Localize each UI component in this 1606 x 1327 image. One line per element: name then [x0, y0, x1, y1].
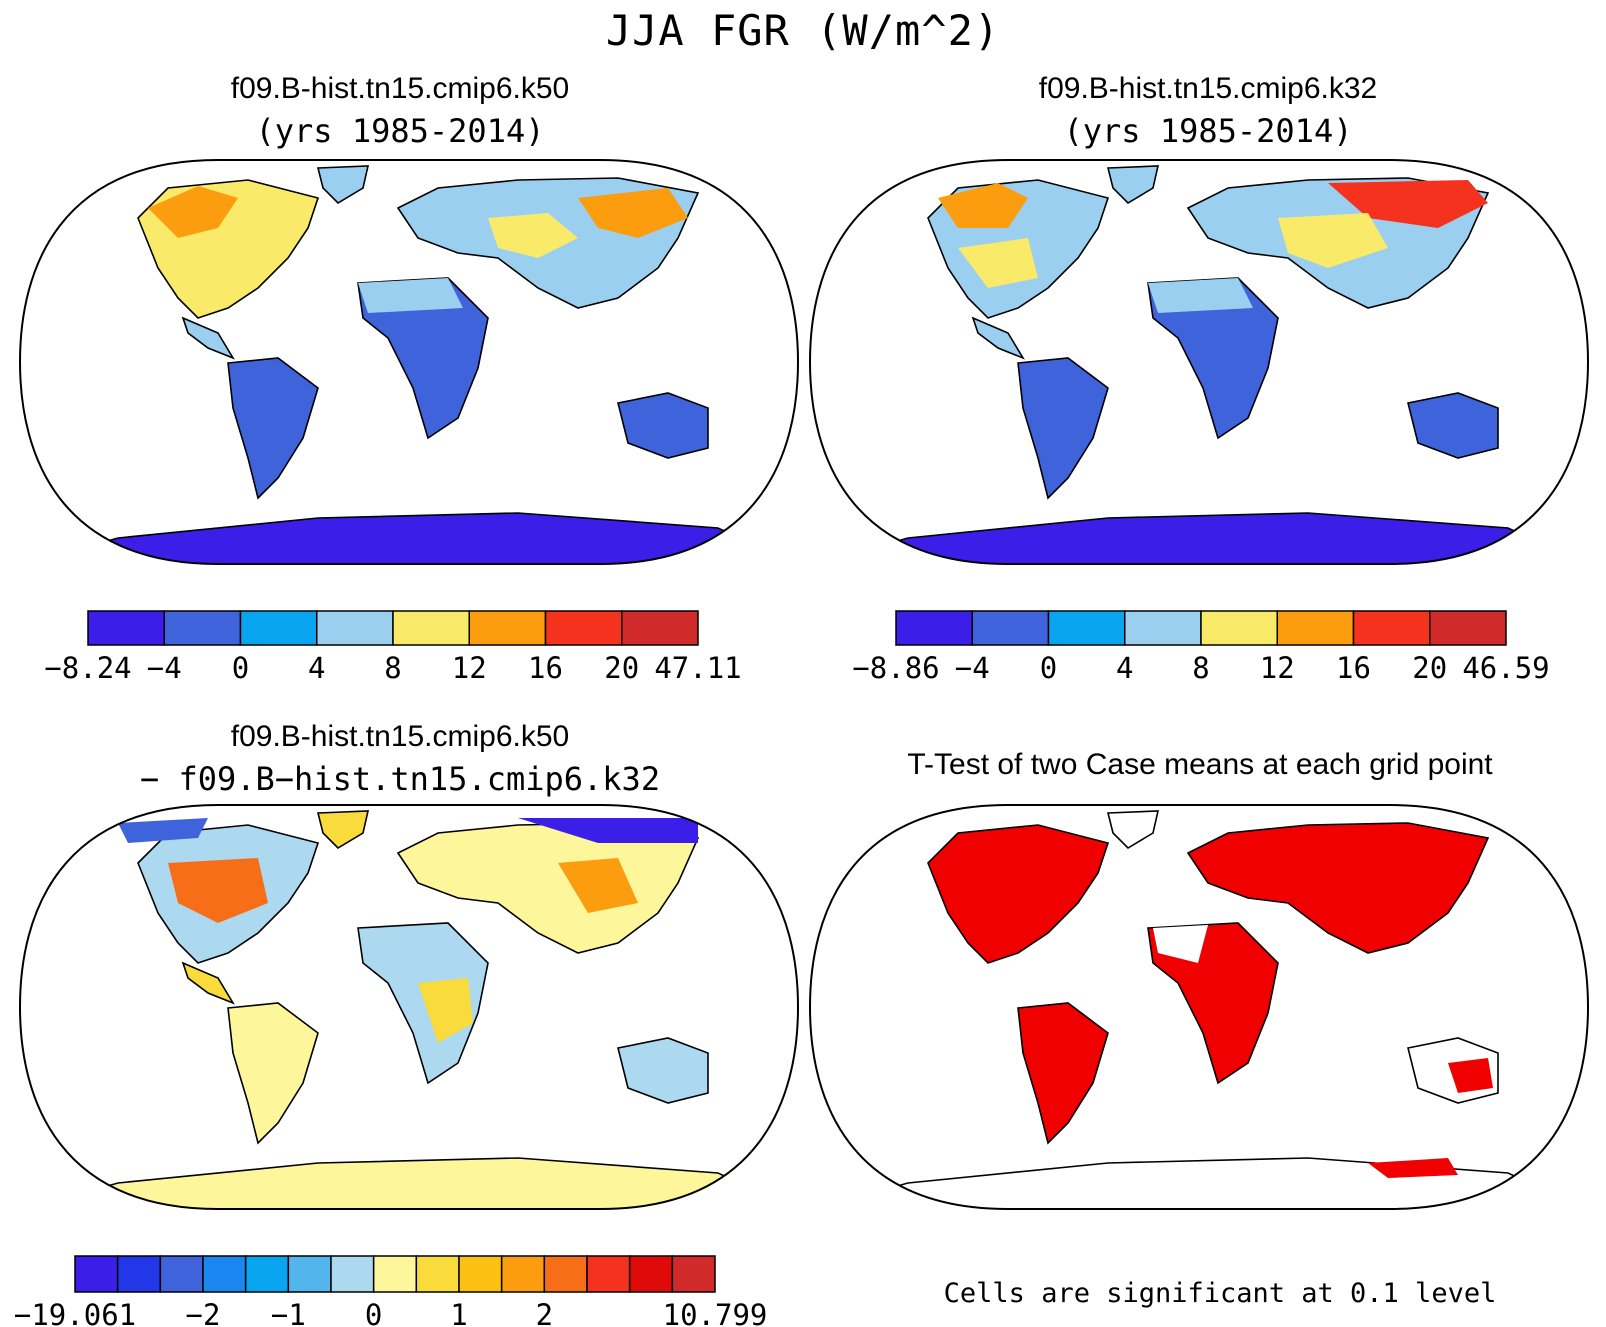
colorbar-swatch	[316, 610, 394, 646]
colorbar-swatch	[116, 1255, 162, 1293]
case2-subtitle: (yrs 1985-2014)	[1063, 112, 1353, 150]
colorbar-label: 20	[1412, 651, 1447, 685]
figure-title: JJA FGR (W/m^2)	[605, 6, 1001, 55]
colorbar-swatch	[586, 1255, 631, 1293]
colorbar-label: 0	[232, 651, 249, 685]
colorbar-label: 16	[1336, 651, 1371, 685]
colorbar-swatch	[202, 1255, 247, 1293]
colorbar-label: 0	[1040, 651, 1057, 685]
colorbar-label: −4	[147, 651, 182, 685]
colorbar-difference: −19.061 −2 −1 0 1 2 10.799	[14, 1255, 767, 1327]
colorbar-label: −8.24	[44, 651, 131, 685]
colorbar-label: 12	[452, 651, 487, 685]
colorbar-label: 47.11	[654, 651, 741, 685]
colorbar-swatch	[330, 1255, 375, 1293]
colorbar-swatch	[1352, 610, 1431, 646]
colorbar-label: −1	[271, 1298, 306, 1327]
colorbar-swatch	[1047, 610, 1126, 646]
colorbar-swatch	[392, 610, 470, 646]
map-case1	[18, 158, 800, 566]
colorbar-swatch	[544, 610, 623, 646]
significance-note: Cells are significant at 0.1 level	[943, 1278, 1497, 1309]
ttest-title: T-Test of two Case means at each grid po…	[907, 748, 1493, 781]
colorbar-label: −2	[186, 1298, 221, 1327]
colorbar-swatch	[621, 610, 699, 646]
colorbar-swatch	[671, 1255, 716, 1293]
colorbar-swatch	[415, 1255, 460, 1293]
colorbar-label: 2	[536, 1298, 553, 1327]
colorbar-swatch	[500, 1255, 546, 1293]
colorbar-swatch	[1429, 610, 1507, 646]
map-ttest	[808, 803, 1590, 1211]
colorbar-label: 4	[308, 651, 325, 685]
colorbar-label: 4	[1116, 651, 1133, 685]
colorbar-swatch	[74, 1255, 119, 1293]
colorbar-swatch	[628, 1255, 674, 1293]
colorbar-swatch	[1124, 610, 1202, 646]
map-case2	[808, 158, 1590, 566]
colorbar-swatch	[372, 1255, 418, 1293]
colorbar-swatch	[244, 1255, 290, 1293]
case2-title: f09.B-hist.tn15.cmip6.k32	[1038, 72, 1378, 105]
colorbar-label: 0	[365, 1298, 382, 1327]
colorbar-case1: −8.24 −4 0 4 8 12 16 20 47.11	[44, 610, 742, 685]
colorbar-label: −4	[955, 651, 990, 685]
colorbar-label: −8.86	[852, 651, 939, 685]
colorbar-swatch	[287, 1255, 332, 1293]
case1-subtitle: (yrs 1985-2014)	[255, 112, 545, 150]
colorbar-case2: −8.86 −4 0 4 8 12 16 20 46.59	[852, 610, 1550, 685]
colorbar-swatch	[87, 610, 165, 646]
colorbar-swatch	[163, 610, 242, 646]
diff-title: f09.B-hist.tn15.cmip6.k50	[230, 720, 570, 753]
colorbar-label: 46.59	[1462, 651, 1549, 685]
colorbar-swatch	[159, 1255, 204, 1293]
colorbar-swatch	[1200, 610, 1278, 646]
colorbar-swatch	[458, 1255, 503, 1293]
colorbar-swatch	[239, 610, 318, 646]
colorbar-swatch	[543, 1255, 588, 1293]
colorbar-swatch	[971, 610, 1050, 646]
colorbar-label: 16	[528, 651, 563, 685]
diff-subtitle: − f09.B−hist.tn15.cmip6.k32	[139, 760, 661, 798]
colorbar-label: −19.061	[14, 1298, 136, 1327]
colorbar-label: 12	[1260, 651, 1295, 685]
colorbar-label: 10.799	[663, 1298, 768, 1327]
colorbar-swatch	[1276, 610, 1355, 646]
colorbar-swatch	[468, 610, 547, 646]
colorbar-label: 20	[604, 651, 639, 685]
map-difference	[18, 803, 800, 1211]
colorbar-label: 8	[384, 651, 401, 685]
colorbar-label: 1	[450, 1298, 467, 1327]
colorbar-swatch	[895, 610, 973, 646]
case1-title: f09.B-hist.tn15.cmip6.k50	[230, 72, 570, 105]
colorbar-label: 8	[1192, 651, 1209, 685]
